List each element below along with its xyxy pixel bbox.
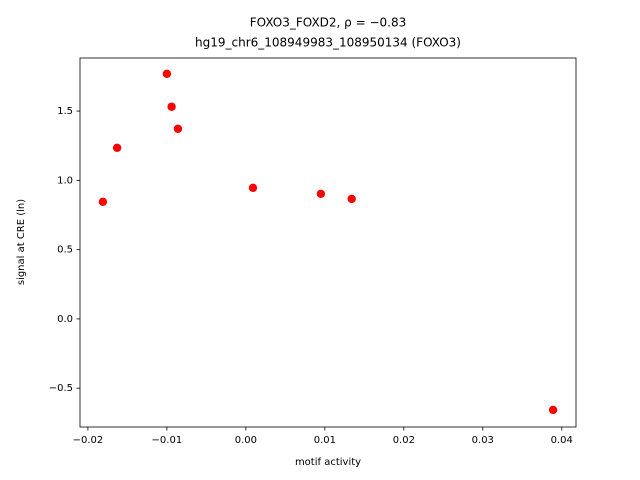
chart-title: FOXO3_FOXD2, ρ = −0.83	[250, 16, 407, 30]
chart-subtitle: hg19_chr6_108949983_108950134 (FOXO3)	[195, 36, 461, 50]
point	[112, 143, 122, 152]
x-tick-label: 0.02	[393, 435, 415, 446]
point	[248, 183, 258, 193]
y-tick-label: 1.5	[57, 106, 73, 117]
y-tick-label: −0.5	[49, 383, 73, 394]
y-tick-label: 1.0	[57, 175, 73, 186]
plot-frame	[79, 57, 577, 428]
x-tick-label: 0.04	[551, 435, 573, 446]
point	[347, 194, 356, 204]
x-axis-label: motif activity	[295, 457, 361, 468]
x-tick-label: −0.01	[152, 435, 183, 446]
y-tick-label: 0.0	[57, 314, 73, 325]
point	[162, 69, 172, 78]
point	[173, 124, 183, 134]
point	[548, 405, 558, 415]
point	[167, 102, 176, 111]
x-tick-label: 0.01	[314, 435, 336, 446]
x-tick-label: 0.03	[472, 435, 494, 446]
x-tick-label: −0.02	[73, 435, 104, 446]
y-axis-label: signal at CRE (ln)	[16, 199, 27, 285]
y-tick-label: 0.5	[57, 245, 73, 256]
x-tick-label: 0.00	[235, 435, 257, 446]
point	[316, 189, 326, 198]
point	[98, 197, 108, 207]
